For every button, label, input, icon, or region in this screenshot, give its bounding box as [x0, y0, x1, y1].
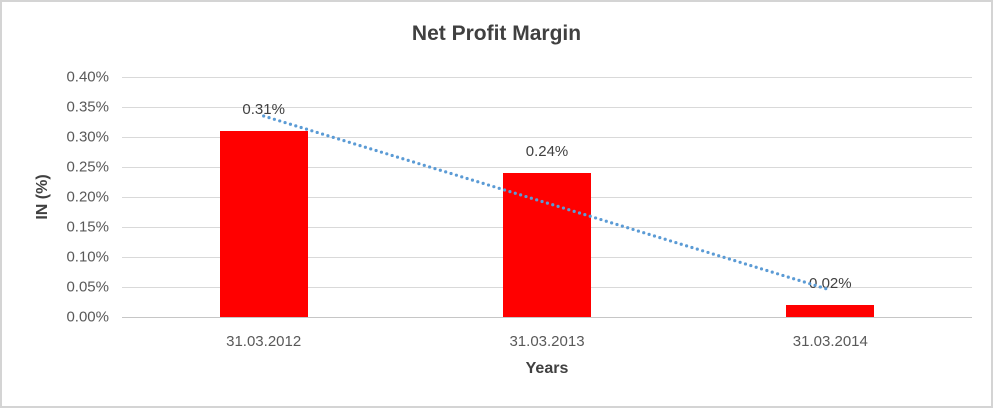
x-axis-tick-label: 31.03.2013: [509, 333, 585, 350]
data-label: 0.02%: [809, 275, 852, 292]
y-axis-tick-label: 0.15%: [66, 218, 109, 236]
y-axis-tick-label: 0.25%: [66, 158, 109, 176]
y-axis-tick-label: 0.35%: [66, 98, 109, 116]
data-label: 0.24%: [525, 143, 569, 160]
y-axis-tick-label: 0.30%: [66, 128, 109, 146]
x-axis-tick-label: 31.03.2012: [226, 333, 302, 350]
bar-31.03.2012: [219, 131, 308, 317]
gridline: [122, 317, 972, 318]
x-axis-title: Years: [525, 360, 569, 377]
chart-title: Net Profit Margin: [411, 22, 582, 45]
y-axis-tick-label: 0.00%: [66, 308, 109, 326]
gridline: [122, 107, 972, 108]
y-axis-tick-label: 0.10%: [66, 248, 109, 266]
gridline: [122, 77, 972, 78]
y-axis-tick-label: 0.05%: [66, 278, 109, 296]
bar-31.03.2014: [786, 305, 875, 317]
data-label: 0.31%: [242, 101, 285, 118]
y-axis-tick-label: 0.20%: [66, 188, 109, 206]
bar-31.03.2013: [503, 173, 591, 317]
y-axis-tick-label: 0.40%: [66, 68, 109, 86]
x-axis-tick-label: 31.03.2014: [792, 333, 868, 350]
